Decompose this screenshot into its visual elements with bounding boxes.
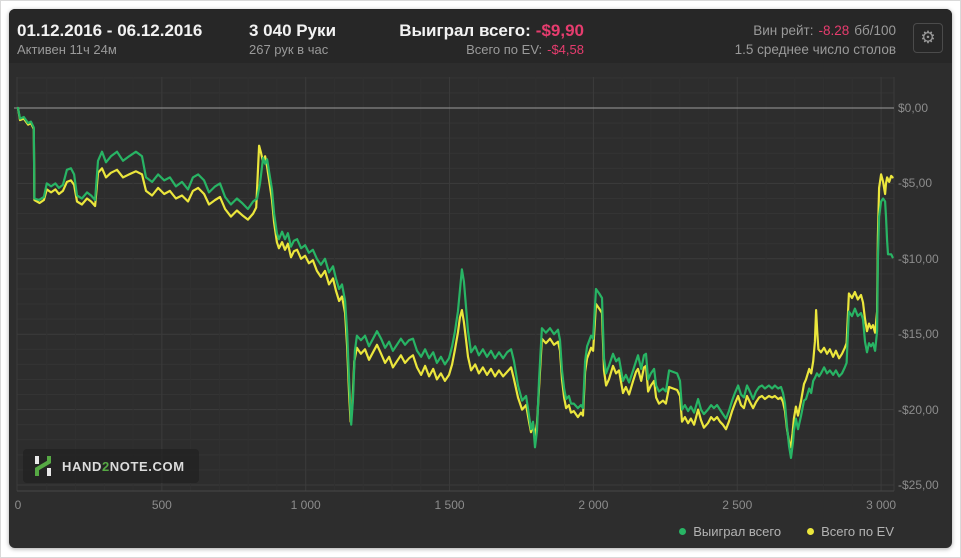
legend-item-won[interactable]: Выиграл всего [679,524,781,539]
hand2note-h-icon [33,455,53,477]
winnings-chart [9,9,952,548]
won-total-value: -$9,90 [535,21,584,40]
ev-total-label: Всего по EV: [466,42,543,57]
ev-total-value: -$4,58 [547,42,584,57]
winrate-line: Вин рейт: -8.28 бб/100 [735,22,896,40]
hands-total: 3 040 Руки [249,21,337,40]
winnings-group: Выиграл всего: -$9,90 Всего по EV: -$4,58 [399,20,584,58]
chart-legend: Выиграл всего Всего по EV [679,524,894,539]
won-series-label: Выиграл всего [693,524,782,539]
active-time: Активен 11ч 24м [17,42,117,57]
legend-item-ev[interactable]: Всего по EV [807,524,894,539]
won-total-line: Выиграл всего: -$9,90 [399,20,584,41]
winrate-label: Вин рейт: [753,23,814,38]
session-report-panel: 0 500 1 000 1 500 2 000 2 500 3 000 $0,00 -$5,00… [9,9,952,548]
date-range: 01.12.2016 - 06.12.2016 [17,21,203,40]
tables-average: 1.5 среднее число столов [734,42,896,57]
winrate-group: Вин рейт: -8.28 бб/100 1.5 среднее число с… [735,22,896,59]
hands-per-hour: 267 рук в час [249,42,329,57]
won-series-dot [679,528,687,535]
settings-gear-icon[interactable]: ⚙ [913,23,943,53]
series-line-ev [16,106,894,449]
winrate-value: -8.28 [818,23,850,38]
winrate-units: бб/100 [854,23,896,38]
ev-series-dot [807,528,815,535]
won-total-label: Выиграл всего: [399,21,531,40]
series-line-won [16,106,894,459]
chart-canvas [14,77,895,492]
date-range-group: 01.12.2016 - 06.12.2016 Активен 11ч 24м [17,20,202,58]
ev-series-label: Всего по EV [821,524,894,539]
session-header: 01.12.2016 - 06.12.2016 Активен 11ч 24м … [9,9,952,63]
ev-total-line: Всего по EV: -$4,58 [399,42,584,58]
hands-group: 3 040 Руки 267 рук в час [249,20,336,58]
hand2note-logo[interactable]: HAND2NOTE.COM [23,449,199,483]
logo-text: HAND2NOTE.COM [62,458,185,474]
